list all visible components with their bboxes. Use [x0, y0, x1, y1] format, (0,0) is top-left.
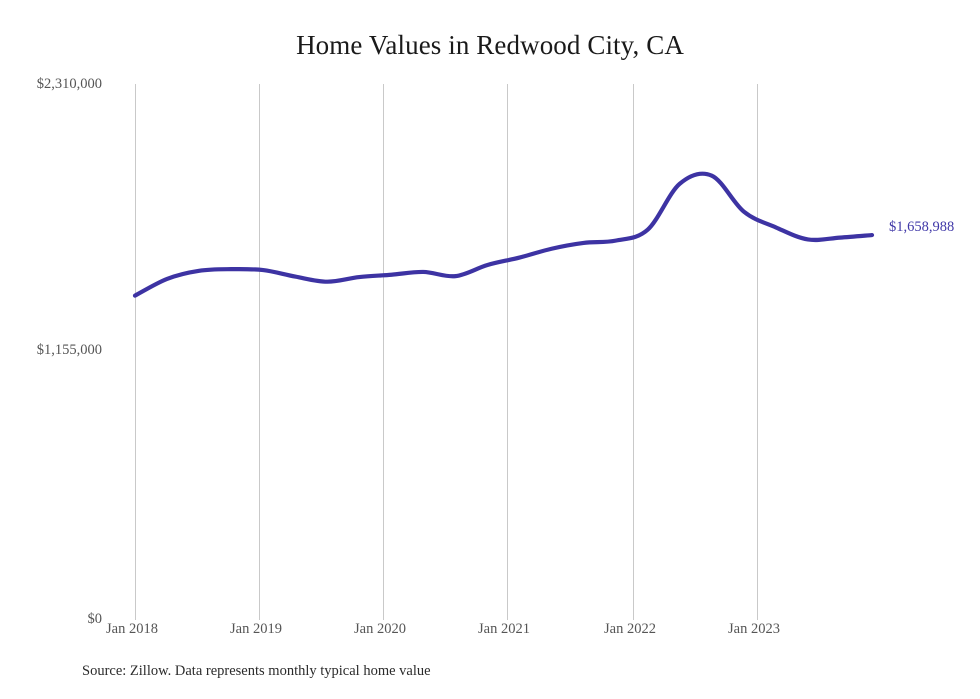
y-axis-tick-mid: $1,155,000: [36, 342, 102, 358]
x-axis-tick-jan-2023: Jan 2023: [728, 621, 780, 637]
x-axis-tick-jan-2018: Jan 2018: [106, 621, 158, 637]
gridlines: [135, 84, 758, 620]
source-note: Source: Zillow. Data represents monthly …: [82, 663, 431, 679]
x-axis-tick-jan-2021: Jan 2021: [478, 621, 530, 637]
y-axis-tick-top: $2,310,000: [36, 76, 102, 92]
home-value-line: [132, 171, 875, 298]
y-axis-tick-zero: $0: [87, 611, 103, 627]
end-value-annotation: $1,658,988: [889, 219, 955, 235]
x-axis-tick-jan-2019: Jan 2019: [230, 621, 282, 637]
x-axis-tick-jan-2020: Jan 2020: [354, 621, 406, 637]
chart-title: Home Values in Redwood City, CA: [296, 30, 684, 60]
x-axis-tick-jan-2022: Jan 2022: [604, 621, 656, 637]
